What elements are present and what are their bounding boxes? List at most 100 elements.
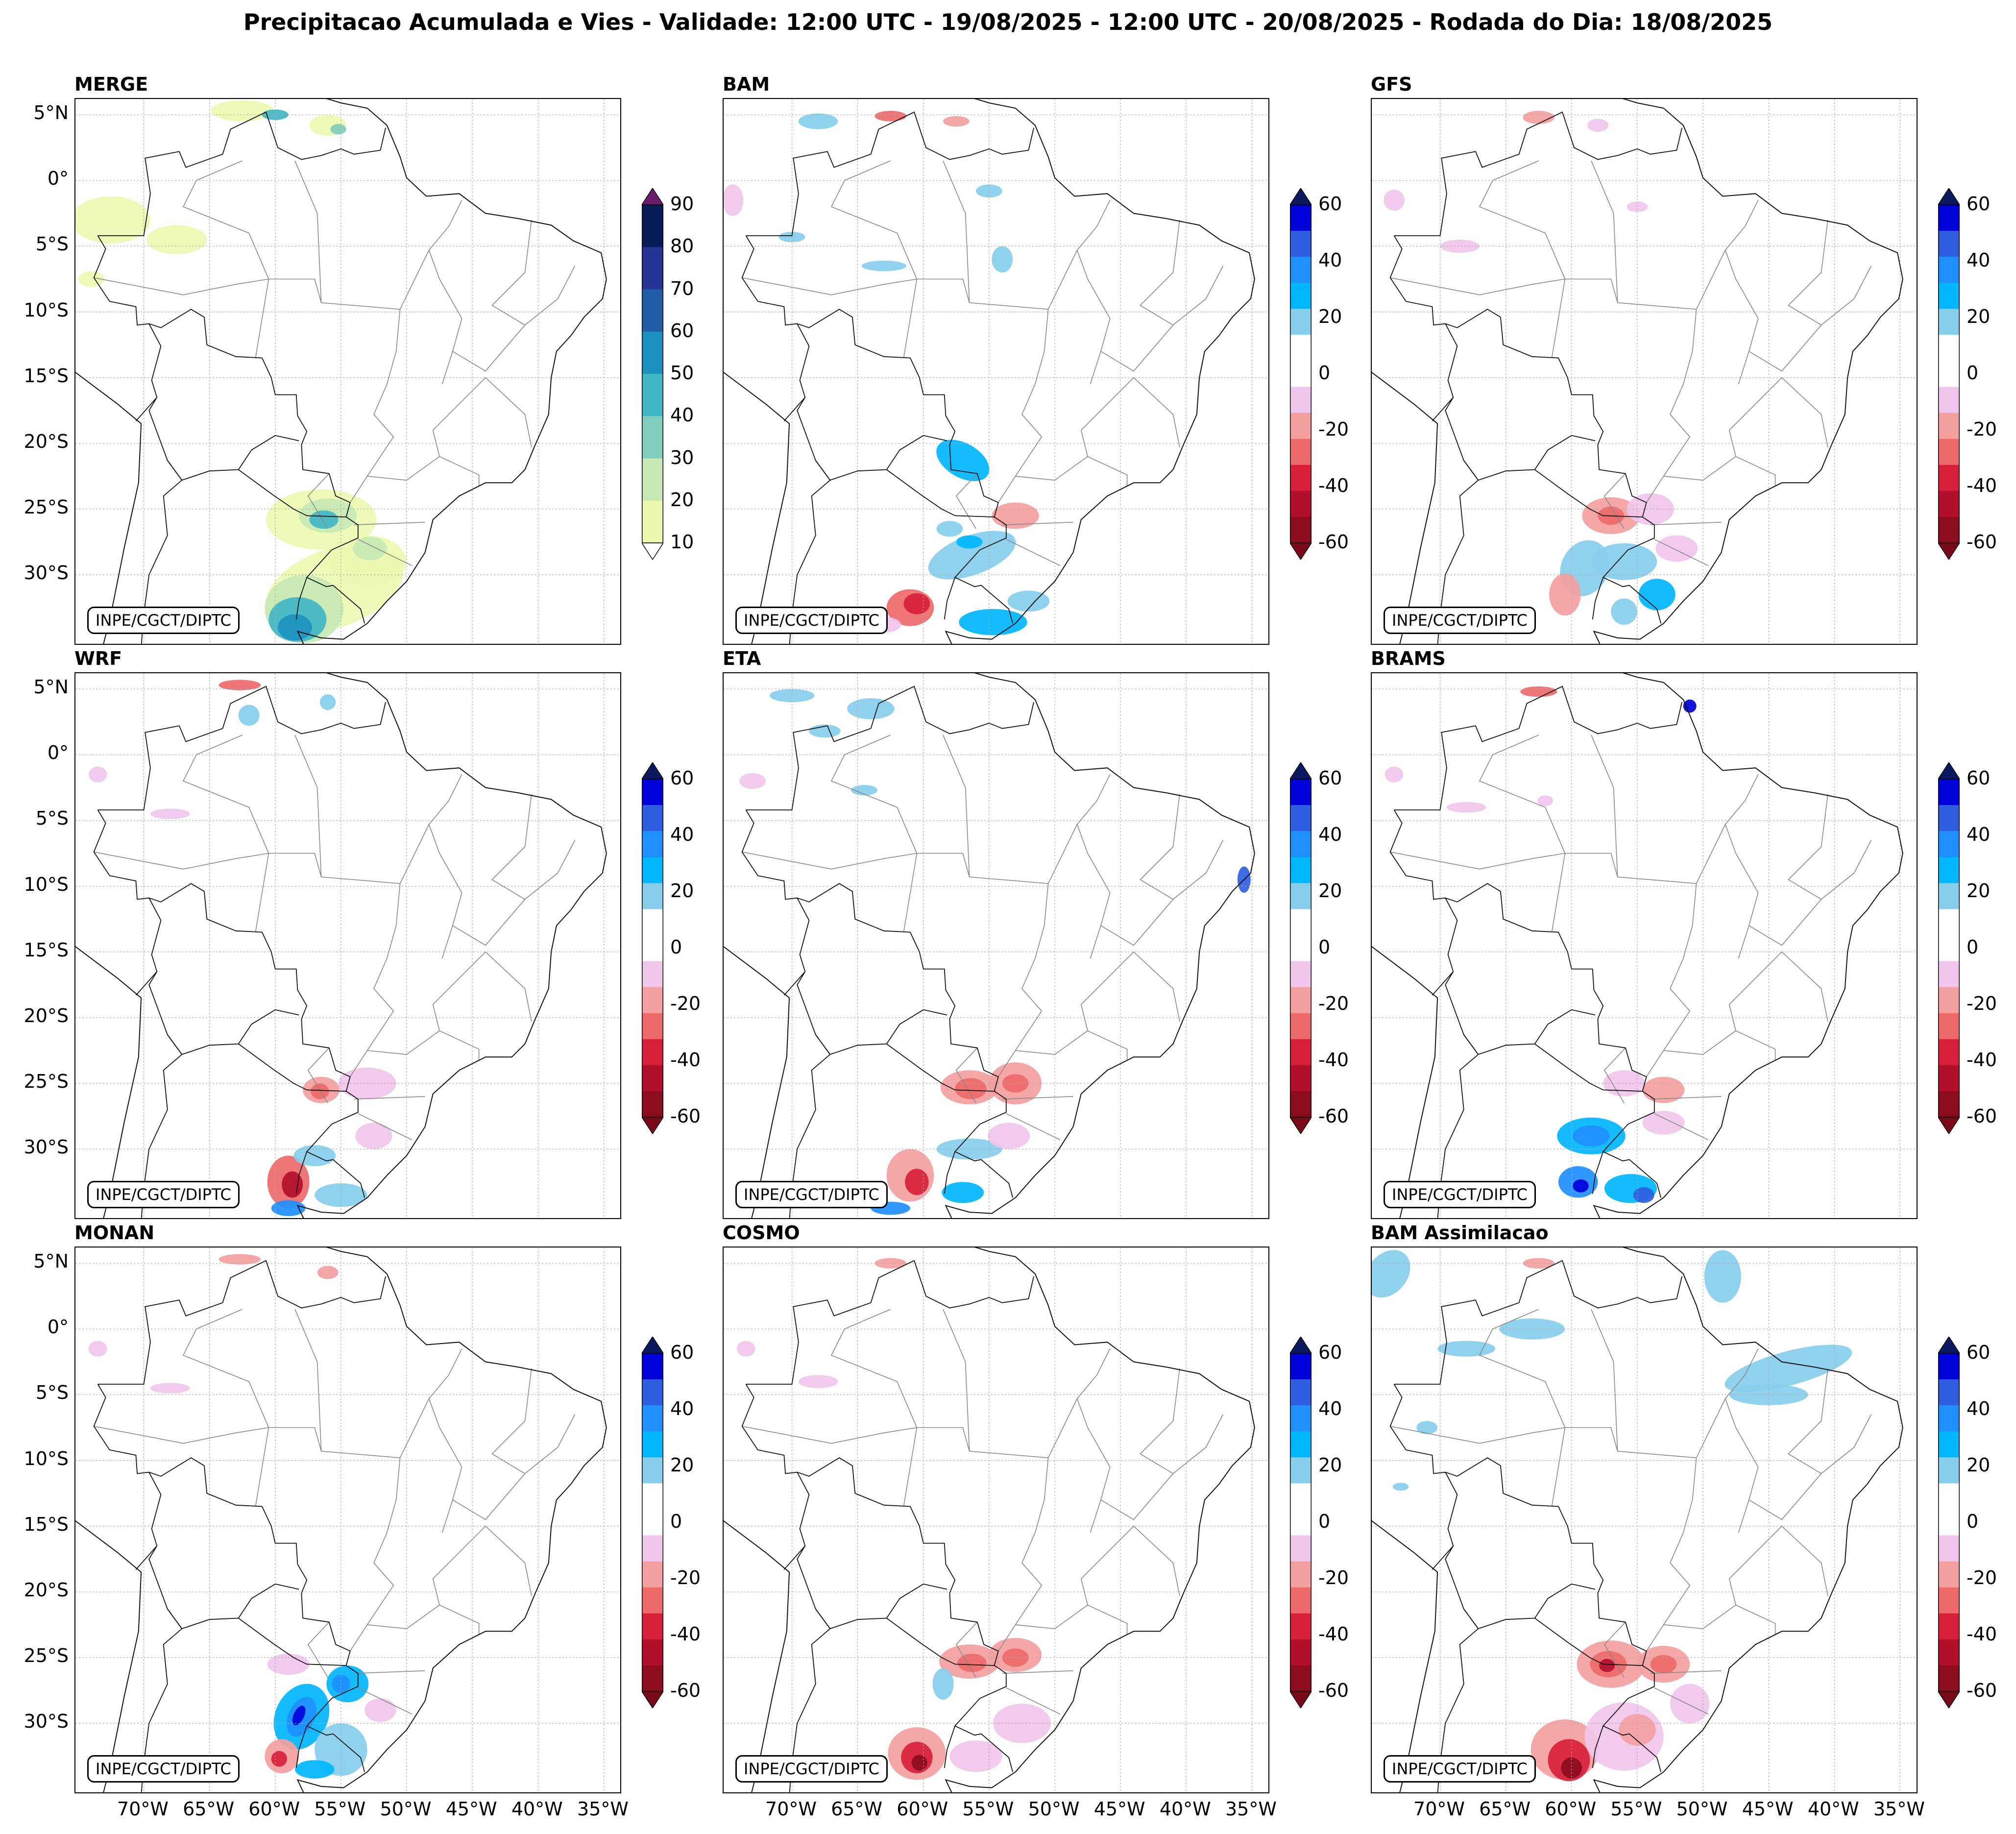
colorbar-extend-bottom [1937, 1691, 1961, 1709]
colorbar-segment [1938, 361, 1960, 388]
state-border [1696, 1348, 1759, 1458]
colorbar-segment [642, 779, 663, 806]
state-border [525, 840, 576, 900]
state-border [1100, 1368, 1180, 1520]
lat-tick-label: 20°S [24, 1004, 69, 1027]
lon-tick-label: 55°W [1610, 1798, 1662, 1820]
map-canvas [1372, 1247, 1917, 1792]
colorbar-extend-bottom [1289, 1691, 1312, 1709]
precip-field [1573, 1125, 1610, 1147]
state-border [307, 473, 330, 529]
colorbar [1937, 187, 1961, 561]
lat-tick-label: 5°S [35, 1382, 69, 1404]
colorbar-tick-label: 40 [670, 1398, 694, 1419]
precip-field [1670, 1684, 1710, 1724]
colorbar-extend-top [641, 761, 664, 780]
precip-field [271, 1751, 287, 1767]
colorbar-tick-label: -40 [1967, 1623, 1997, 1645]
colorbar-segment [642, 1353, 663, 1380]
precip-field [957, 1653, 987, 1672]
colorbar-tick-label: -20 [1967, 993, 1997, 1014]
colorbar-segment [1938, 1039, 1960, 1066]
colorbar-tick-label: 40 [1318, 824, 1342, 845]
coastline [75, 99, 607, 644]
country-border [295, 1151, 308, 1194]
precip-field [932, 1668, 954, 1700]
country-border [93, 809, 365, 1198]
country-border [1389, 809, 1662, 1198]
precip-field [798, 1375, 838, 1389]
precip-field [928, 531, 1016, 580]
state-border [452, 220, 532, 372]
precip-field [1683, 699, 1697, 713]
lon-tick-label: 35°W [1873, 1798, 1925, 1820]
colorbar-segment [642, 1639, 663, 1666]
colorbar-extend-top [1937, 1336, 1961, 1354]
panel-title: MONAN [74, 1222, 155, 1244]
colorbar-tick-label: 20 [1318, 880, 1342, 902]
colorbar-tick-label: -40 [670, 1623, 701, 1645]
country-border [1445, 1472, 1596, 1630]
colorbar-segment [642, 1509, 663, 1536]
country-border [1534, 1043, 1643, 1092]
panel-title: WRF [74, 648, 122, 669]
country-border [148, 1472, 299, 1630]
precip-field [267, 1653, 310, 1675]
colorbar-segment [1938, 1065, 1960, 1092]
colorbar-segment [642, 331, 663, 374]
colorbar-segment [1938, 1379, 1960, 1406]
state-border [399, 774, 462, 884]
state-border [1735, 1030, 1776, 1060]
colorbar-segment [642, 1587, 663, 1614]
precip-field [739, 773, 766, 789]
coastline [1372, 99, 1903, 644]
lat-tick-label: 30°S [24, 562, 69, 584]
colorbar-extend-top [641, 187, 664, 205]
precip-field [874, 111, 906, 122]
state-border [294, 734, 322, 877]
colorbar-tick-label: 60 [1967, 767, 1991, 789]
colorbar-segment [642, 1561, 663, 1588]
colorbar-segment [642, 857, 663, 883]
colorbar-segment [1938, 439, 1960, 465]
country-border [1394, 685, 1682, 810]
map-canvas [724, 1247, 1268, 1792]
state-border [294, 1309, 322, 1451]
country-border [135, 971, 157, 996]
colorbar-segment [1938, 987, 1960, 1014]
colorbar-tick-label: -40 [1318, 1623, 1349, 1645]
colorbar-segment [1290, 1065, 1312, 1092]
map-panel: INPE/CGCT/DIPTC [723, 1247, 1269, 1793]
state-border [367, 377, 532, 481]
state-border [903, 278, 1049, 503]
state-border [1390, 852, 1565, 870]
state-border [1015, 377, 1180, 481]
state-border [1821, 840, 1872, 900]
precip-field [936, 440, 990, 481]
lon-tick-label: 45°W [1093, 1798, 1145, 1820]
state-border [1015, 951, 1180, 1055]
state-border [742, 852, 917, 870]
lon-tick-label: 60°W [1545, 1798, 1597, 1820]
state-border [358, 1113, 413, 1141]
colorbar-extend-bottom [641, 542, 664, 561]
colorbar-segment [642, 1065, 663, 1092]
state-border [94, 1426, 269, 1444]
state-border [1603, 473, 1626, 529]
state-border [399, 1348, 462, 1458]
state-border [367, 951, 532, 1055]
credit-label: INPE/CGCT/DIPTC [1384, 1755, 1536, 1783]
lat-tick-label: 5°N [33, 102, 69, 124]
colorbar-tick-label: 90 [670, 193, 694, 215]
precip-field [724, 184, 744, 216]
precip-field [1591, 543, 1657, 580]
lat-tick-label: 5°S [35, 807, 69, 830]
lon-tick-label: 45°W [445, 1798, 497, 1820]
colorbar-segment [1290, 335, 1312, 361]
precip-field [1650, 1655, 1677, 1674]
state-border [1047, 1348, 1111, 1458]
state-border [1002, 1670, 1073, 1674]
map-panel: INPE/CGCT/DIPTC [1371, 672, 1918, 1219]
colorbar-segment [642, 458, 663, 501]
precip-field [1372, 1250, 1410, 1298]
